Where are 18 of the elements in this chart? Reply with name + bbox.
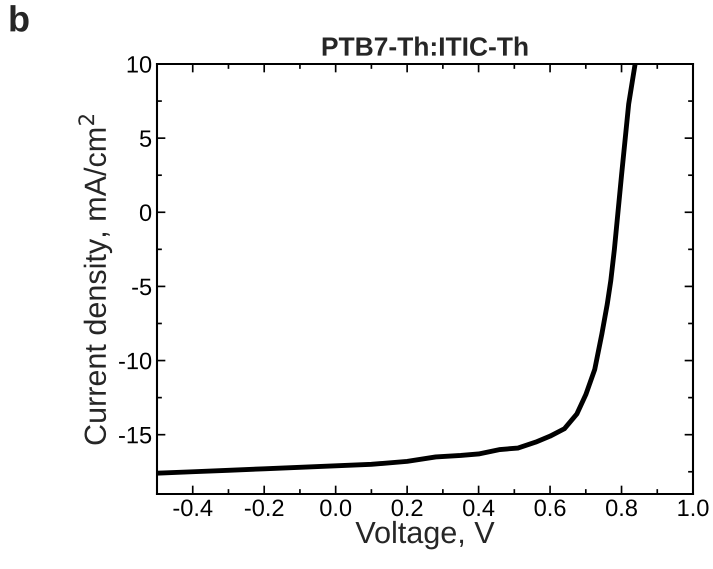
chart-title: PTB7-Th:ITIC-Th (322, 36, 528, 56)
y-tick-label: -5 (132, 278, 152, 296)
y-tick-label: -10 (119, 352, 152, 370)
x-tick-label: 0.8 (606, 499, 637, 516)
x-tick-label: 0.4 (463, 499, 494, 516)
x-tick-label: 1.0 (678, 499, 708, 516)
x-tick-label: -0.4 (173, 499, 212, 516)
x-tick-label: 0.6 (534, 499, 566, 516)
x-tick-label: 0.2 (392, 499, 422, 516)
y-tick-label: 10 (128, 56, 152, 73)
x-tick-label: -0.2 (244, 499, 284, 516)
y-axis-title: Current density, mA/cm$^{2}$ (78, 115, 112, 444)
text: b (10, 5, 29, 32)
y-tick-label: 5 (140, 130, 152, 147)
y-tick-label: -15 (119, 427, 152, 444)
y-tick-label: 0 (140, 204, 152, 222)
x-tick-label: 0.0 (320, 499, 352, 516)
x-axis-title: Voltage, V (355, 520, 495, 550)
